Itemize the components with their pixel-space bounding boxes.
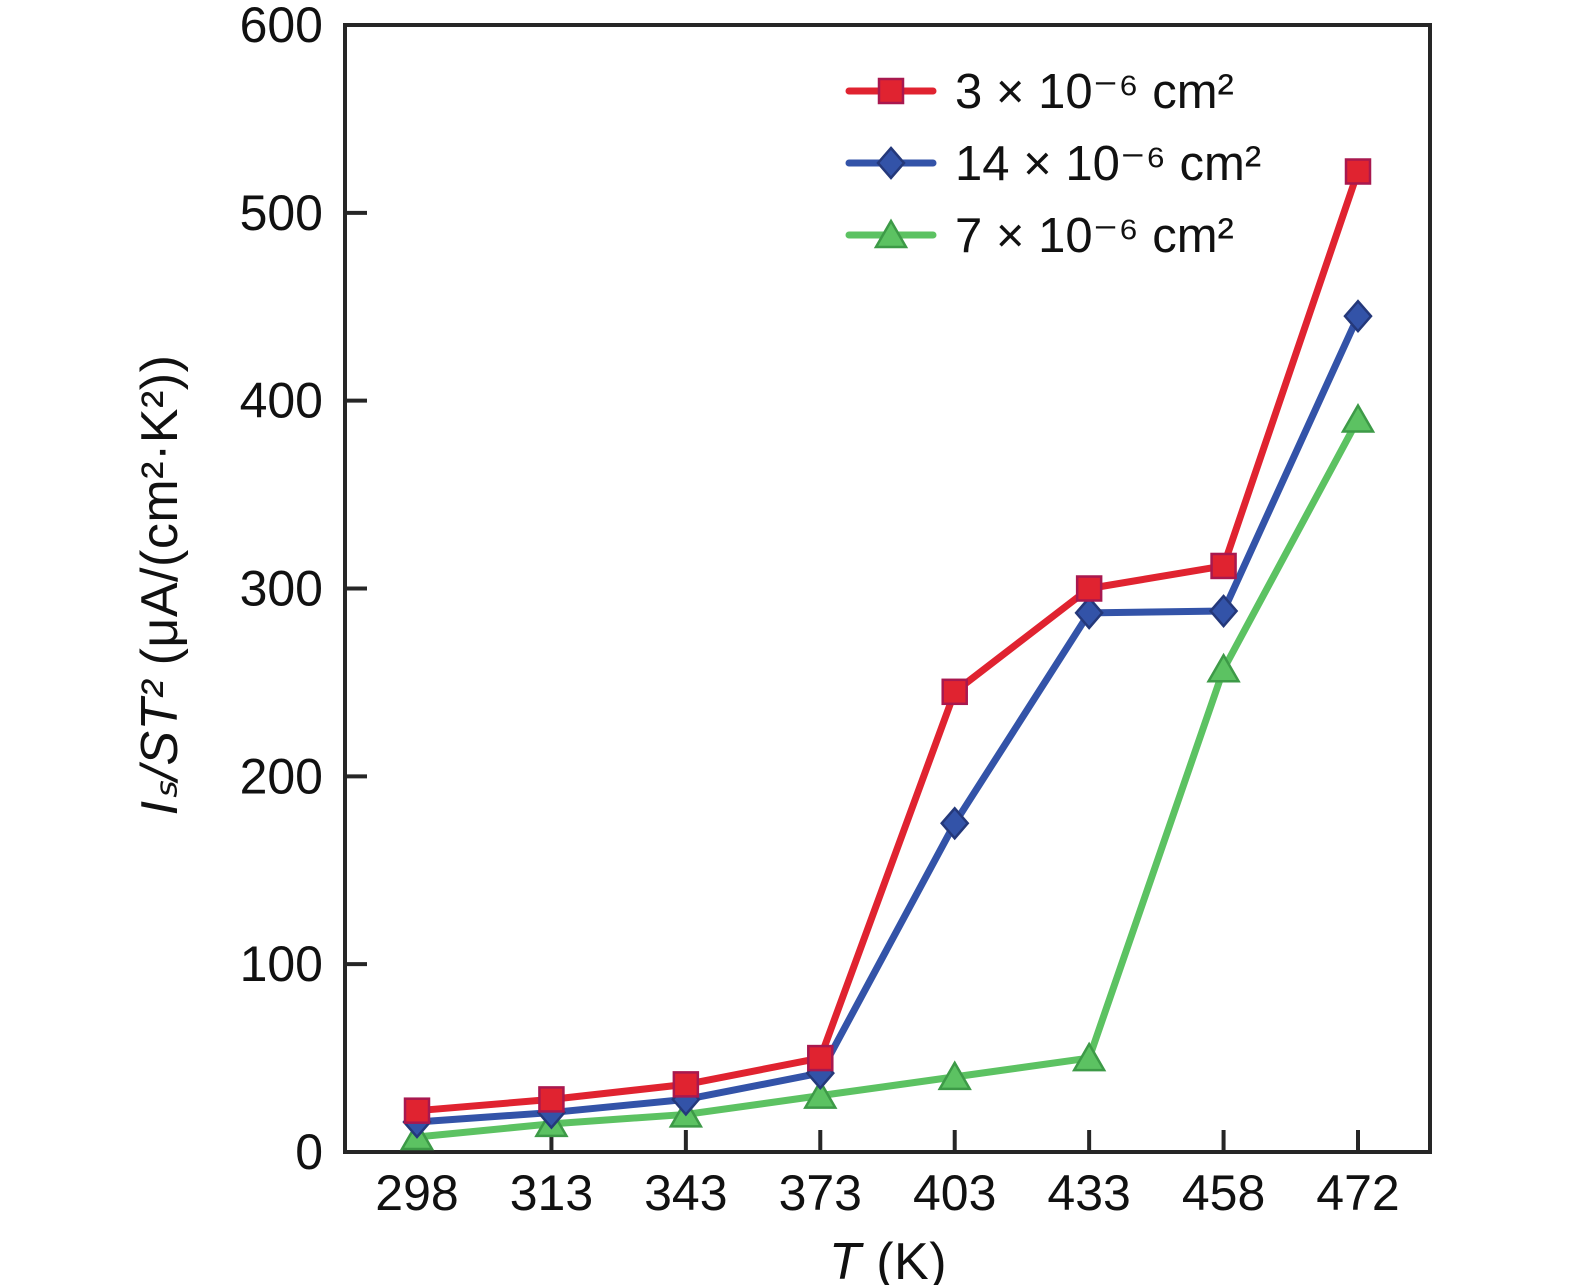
chart-legend: 3 × 10⁻⁶ cm² 14 × 10⁻⁶ cm² 7 × 10⁻⁶ cm² [845,62,1261,264]
legend-marker-diamond-icon [845,146,937,180]
triangle-marker [1340,402,1376,433]
diamond-marker [876,146,906,180]
x-tick-label: 458 [1182,1165,1265,1221]
triangle-marker [937,1060,972,1091]
triangle-marker [1206,652,1241,683]
diamond-marker [1074,596,1104,630]
x-tick-label: 403 [913,1165,996,1221]
square-marker [403,1097,431,1124]
legend-item-series-1: 3 × 10⁻⁶ cm² [845,62,1261,120]
y-axis-unit: (μA/(cm²·K²)) [131,354,189,681]
legend-label-series-3: 7 × 10⁻⁶ cm² [955,208,1234,263]
y-tick-label: 300 [240,561,323,617]
square-marker [941,678,968,706]
legend-item-series-2: 14 × 10⁻⁶ cm² [845,134,1261,192]
diamond-marker [1343,299,1373,334]
x-tick-label: 472 [1316,1165,1399,1221]
legend-label-series-1: 3 × 10⁻⁶ cm² [955,64,1234,119]
triangle-marker [1071,1041,1107,1072]
diamond-marker [1208,594,1239,628]
x-tick-label: 343 [644,1165,727,1221]
diamond-marker [940,806,970,841]
series-line-1 [413,168,1362,1115]
y-axis-label: Iₛ/ST² (μA/(cm²·K²)) [130,355,190,816]
x-axis-symbol: T [828,1233,862,1285]
y-tick-label: 100 [240,936,323,992]
y-tick-label: 200 [240,748,323,804]
x-axis-label: T (K) [829,1232,947,1285]
legend-item-series-3: 7 × 10⁻⁶ cm² [845,206,1261,264]
legend-marker-square-icon [845,77,937,105]
square-marker [807,1044,834,1072]
square-marker [1210,552,1237,580]
triangle-marker [873,218,909,249]
square-marker [538,1086,565,1113]
square-marker [877,77,905,105]
y-tick-label: 600 [240,0,323,53]
square-marker [672,1071,700,1098]
x-tick-label: 373 [779,1165,862,1221]
y-tick-label: 0 [295,1124,323,1180]
square-marker [1344,158,1372,185]
y-tick-label: 400 [240,373,323,429]
legend-marker-triangle-icon [845,218,937,249]
triangle-marker [803,1079,838,1109]
x-axis-unit: (K) [861,1233,948,1285]
y-axis-symbol: Iₛ/ST² [131,680,189,816]
series-line-2 [413,312,1362,1126]
y-tick-label: 500 [240,185,323,241]
x-tick-label: 298 [375,1165,458,1221]
x-tick-label: 433 [1047,1165,1130,1221]
legend-label-series-2: 14 × 10⁻⁶ cm² [955,136,1262,191]
series-line-3 [413,415,1362,1141]
square-marker [1075,575,1103,602]
x-tick-label: 313 [510,1165,593,1221]
